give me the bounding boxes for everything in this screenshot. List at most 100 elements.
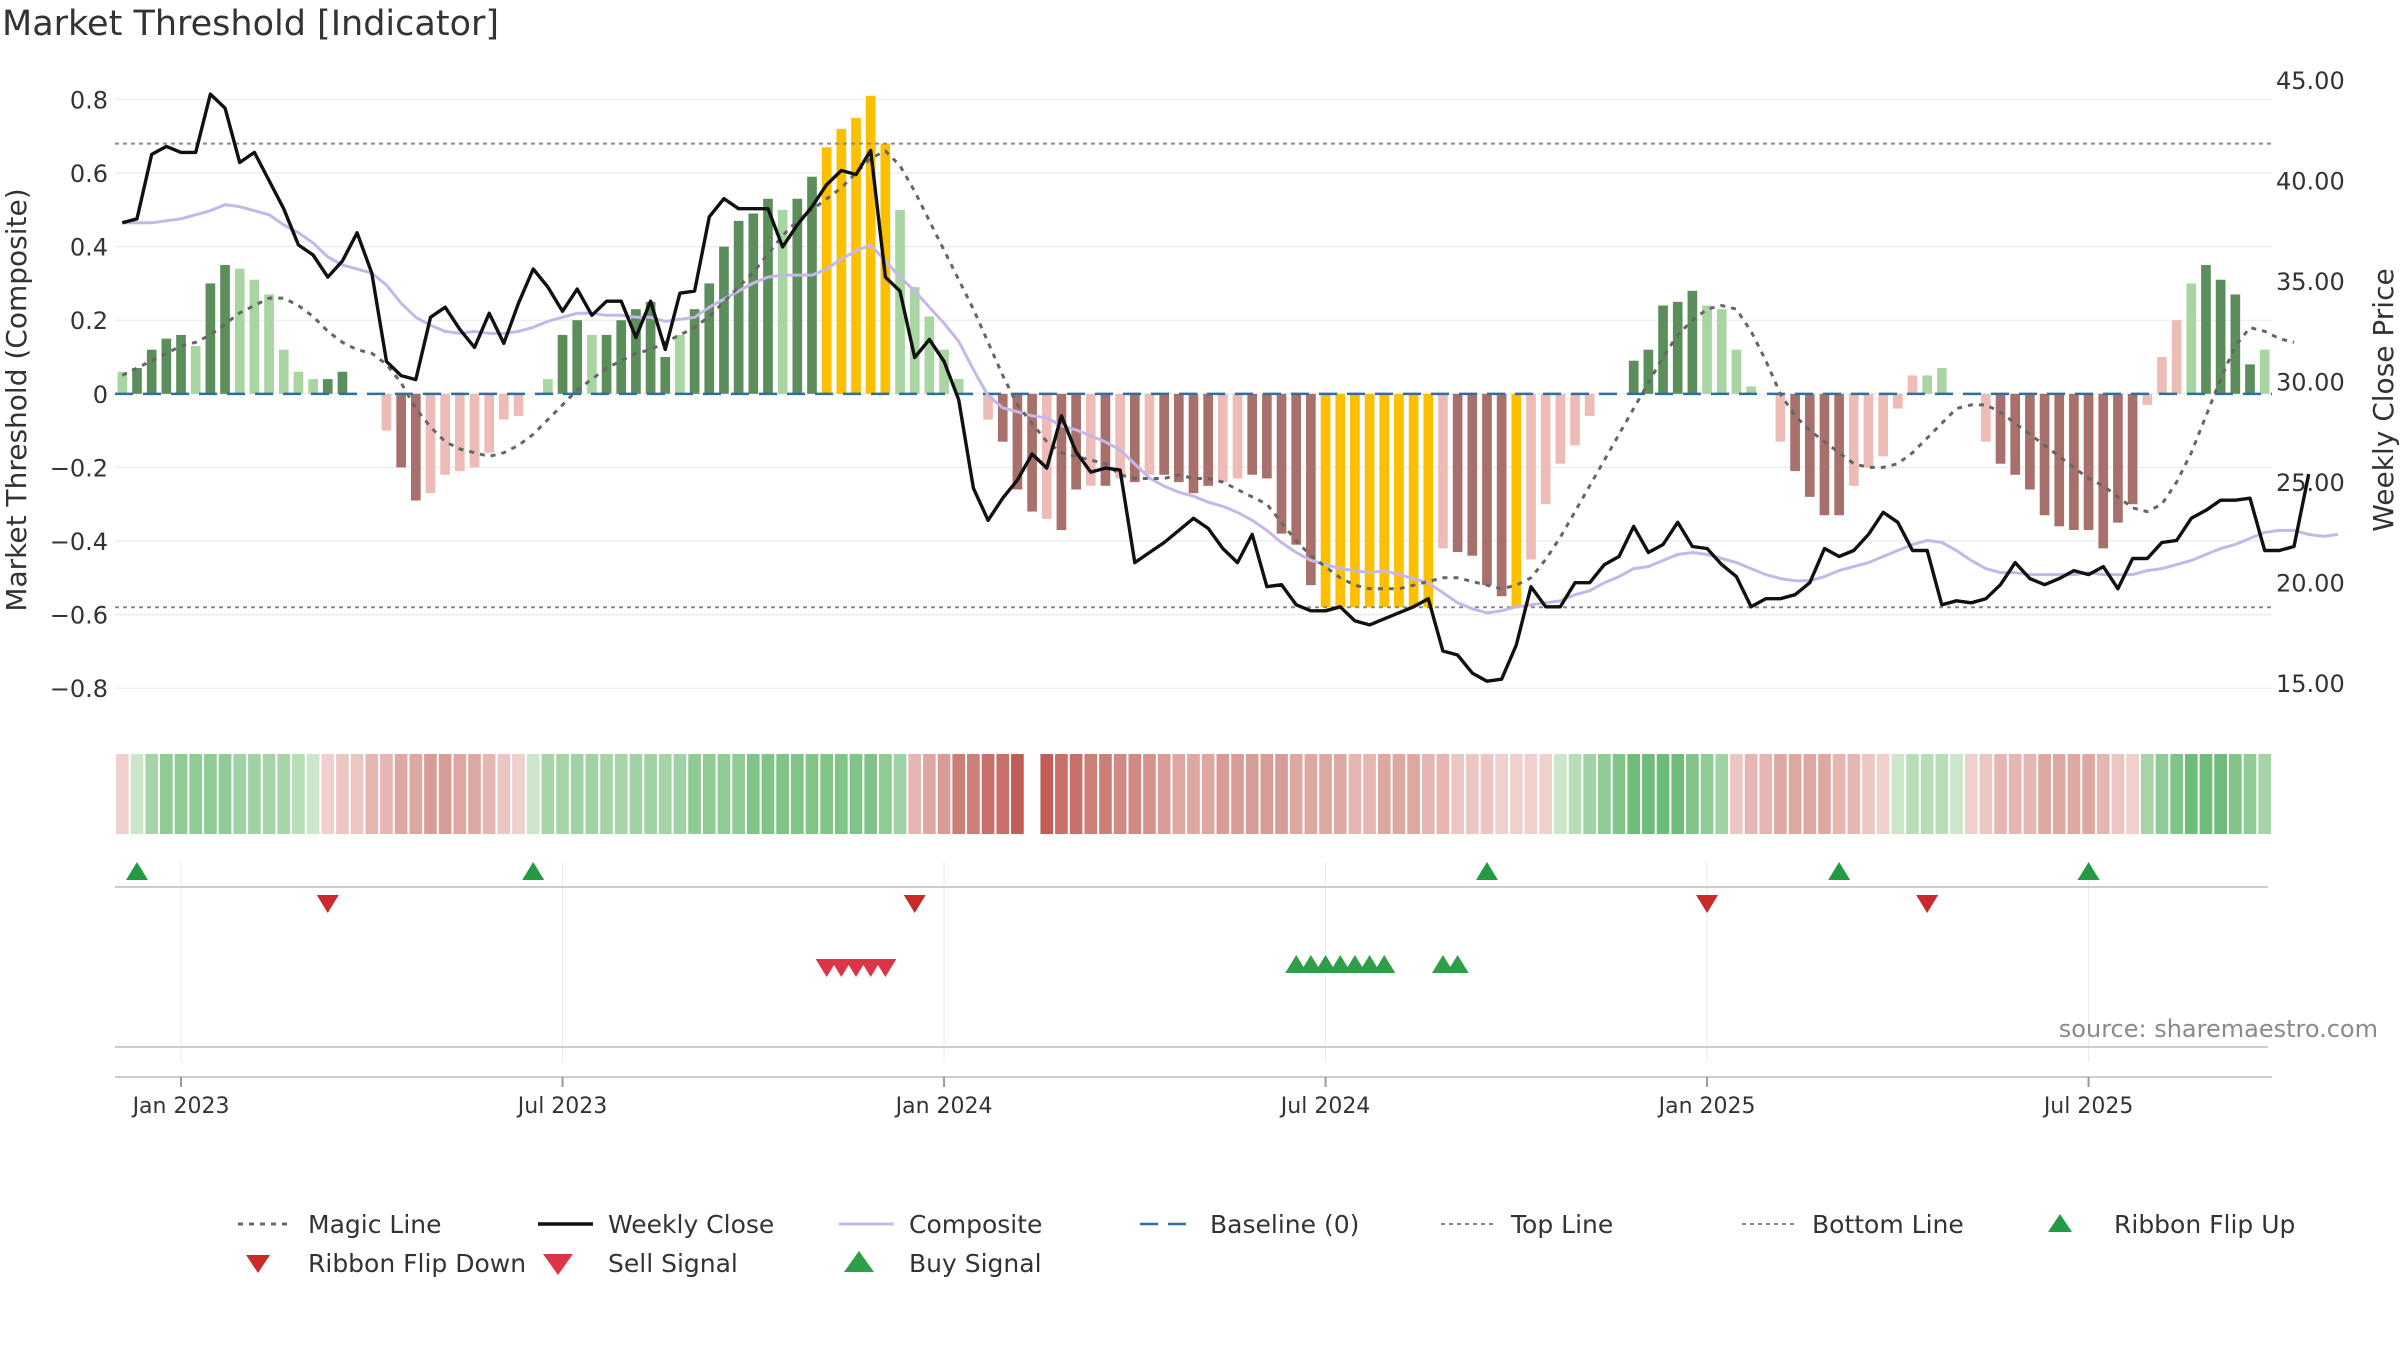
ribbon-segment <box>1700 754 1714 834</box>
composite-bar <box>1467 393 1478 556</box>
composite-bar <box>1790 393 1800 472</box>
ribbon-segment <box>424 754 437 834</box>
ribbon-segment <box>1055 754 1068 834</box>
ribbon-segment <box>321 754 335 834</box>
ribbon-segment <box>130 754 144 834</box>
ribbon-segment <box>145 754 159 834</box>
composite-bar <box>1115 393 1125 479</box>
legend-label: Buy Signal <box>909 1249 1042 1278</box>
ribbon-segment <box>2184 754 2198 834</box>
ribbon-segment <box>1979 754 1993 834</box>
composite-bar <box>1071 393 1081 490</box>
ribbon-segment <box>482 754 496 834</box>
ribbon-segment <box>1084 754 1098 834</box>
composite-bar <box>1129 393 1140 483</box>
source-credit: source: sharemaestro.com <box>2058 1015 2378 1043</box>
ribbon-segment <box>1642 754 1655 834</box>
ribbon-segment <box>981 754 995 834</box>
ribbon-segment <box>160 754 173 834</box>
legend-item-close: Weekly Close <box>538 1210 774 1239</box>
composite-bar <box>2069 393 2079 530</box>
ribbon-segment <box>1260 754 1274 834</box>
ribbon-flip-up-marker <box>2077 862 2100 880</box>
composite-bar <box>2201 265 2211 394</box>
composite-bar <box>176 334 186 394</box>
legend-swatch <box>246 1255 270 1273</box>
x-tick-label: Jan 2023 <box>131 1094 230 1119</box>
ribbon-segment <box>277 754 291 834</box>
buy-signal-marker <box>1314 955 1337 973</box>
composite-bar <box>454 393 465 472</box>
ribbon-segment <box>526 754 540 834</box>
ribbon-segment <box>1568 754 1582 834</box>
x-axis: Jan 2023 Jul 2023 Jan 2024 Jul 2024 Jan 2025… <box>115 1076 2272 1119</box>
composite-bar <box>1511 393 1522 608</box>
legend-swatch <box>2048 1214 2072 1232</box>
y-left-tick-label: 0.4 <box>70 234 108 262</box>
composite-bar <box>1438 393 1448 549</box>
ribbon-segment <box>1539 754 1552 834</box>
ribbon-segment <box>1495 754 1508 834</box>
composite-bar <box>1834 393 1844 516</box>
composite-bar <box>631 309 641 394</box>
ribbon-segment <box>2155 754 2169 834</box>
ribbon-segment <box>761 754 775 834</box>
composite-bar <box>1570 393 1580 446</box>
ribbon-segment <box>2126 754 2139 834</box>
composite-bar <box>1804 393 1815 497</box>
composite-bar <box>807 176 817 394</box>
composite-bar <box>1262 393 1272 479</box>
composite-bar <box>220 265 230 394</box>
composite-bar <box>1144 393 1155 475</box>
ribbon-segment <box>1201 754 1215 834</box>
ribbon-flip-down-marker <box>903 895 926 913</box>
legend-item-flipup: Ribbon Flip Up <box>2048 1210 2295 1239</box>
ribbon-segment <box>438 754 452 834</box>
x-tick-label: Jul 2025 <box>2042 1094 2134 1119</box>
composite-bar <box>1159 393 1169 475</box>
ribbon-segment <box>2008 754 2022 834</box>
composite-bar <box>264 294 274 394</box>
composite-bar <box>1775 393 1786 442</box>
ribbon-segment <box>204 754 217 834</box>
composite-bar <box>2157 357 2167 394</box>
y-left-tick-label: 0 <box>93 381 108 409</box>
ribbon-segment <box>1231 754 1244 834</box>
ribbon-flip-down-marker <box>1696 895 1719 913</box>
composite-bar <box>2171 320 2182 394</box>
ribbon-segment <box>409 754 423 834</box>
sell-signal-marker <box>830 959 853 977</box>
composite-bar <box>2186 283 2197 394</box>
ribbon-flip-up-marker <box>126 862 149 880</box>
ribbon-segment <box>923 754 936 834</box>
ribbon-segment <box>702 754 716 834</box>
weekly-close-line <box>121 92 2311 683</box>
composite-bar <box>1658 305 1668 394</box>
composite-bar <box>2083 393 2094 530</box>
ribbon-segment <box>2052 754 2066 834</box>
ribbon-segment <box>937 754 951 834</box>
x-tick-label: Jan 2025 <box>1657 1094 1756 1119</box>
ribbon-segment <box>468 754 481 834</box>
ribbon-segment <box>1847 754 1861 834</box>
composite-bar <box>1408 393 1419 608</box>
ribbon-segment <box>614 754 628 834</box>
y-left-tick-label: −0.4 <box>50 528 108 556</box>
chart-title: Market Threshold [Indicator] <box>2 4 500 44</box>
buy-signal-marker <box>1299 955 1322 973</box>
ribbon-segment <box>1025 754 1039 834</box>
ribbon-segment <box>1509 754 1523 834</box>
composite-bar <box>2010 393 2021 475</box>
y-right-tick-label: 30.00 <box>2276 369 2345 397</box>
ribbon-segment <box>746 754 760 834</box>
legend-label: Sell Signal <box>608 1249 738 1278</box>
composite-bar <box>1320 393 1331 608</box>
composite-bar <box>2098 393 2109 549</box>
legend-item-buy: Buy Signal <box>844 1249 1042 1278</box>
ribbon-segment <box>2082 754 2095 834</box>
ribbon-segment <box>864 754 878 834</box>
composite-bar <box>249 279 260 394</box>
y-right-axis-title: Weekly Close Price <box>2367 268 2400 531</box>
composite-bar <box>1276 393 1287 534</box>
buy-signal-marker <box>1358 955 1381 973</box>
